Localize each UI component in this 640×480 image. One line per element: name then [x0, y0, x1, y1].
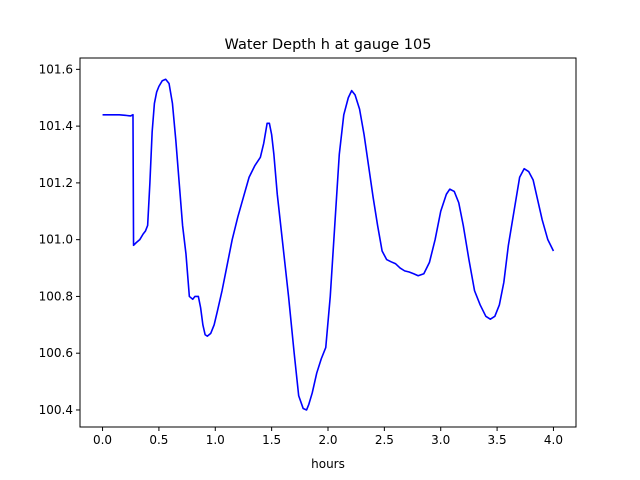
- y-axis: 100.4 100.6 100.8 101.0 101.2 101.4 101.6: [39, 62, 80, 417]
- chart-title: Water Depth h at gauge 105: [225, 37, 432, 53]
- x-tick-label: 4.0: [544, 433, 563, 447]
- x-tick-label: 2.0: [318, 433, 337, 447]
- axes-frame: [79, 57, 577, 428]
- y-tick-label: 101.2: [39, 176, 73, 190]
- x-tick-label: 1.5: [262, 433, 281, 447]
- y-tick-label: 100.4: [39, 403, 73, 417]
- x-tick-label: 0.5: [149, 433, 168, 447]
- x-tick-label: 1.0: [206, 433, 225, 447]
- x-tick-label: 3.5: [488, 433, 507, 447]
- y-tick-label: 100.6: [39, 346, 73, 360]
- x-axis: 0.0 0.5 1.0 1.5 2.0 2.5 3.0 3.5 4.0: [93, 427, 563, 447]
- x-tick-label: 3.0: [431, 433, 450, 447]
- x-axis-label: hours: [311, 457, 345, 471]
- plot-area: [102, 78, 555, 411]
- y-tick-label: 101.6: [39, 62, 73, 76]
- y-tick-label: 101.0: [39, 233, 73, 247]
- y-tick-label: 101.4: [39, 119, 73, 133]
- series-line: [102, 78, 555, 411]
- y-tick-label: 100.8: [39, 289, 73, 303]
- x-tick-label: 0.0: [93, 433, 112, 447]
- x-tick-label: 2.5: [375, 433, 394, 447]
